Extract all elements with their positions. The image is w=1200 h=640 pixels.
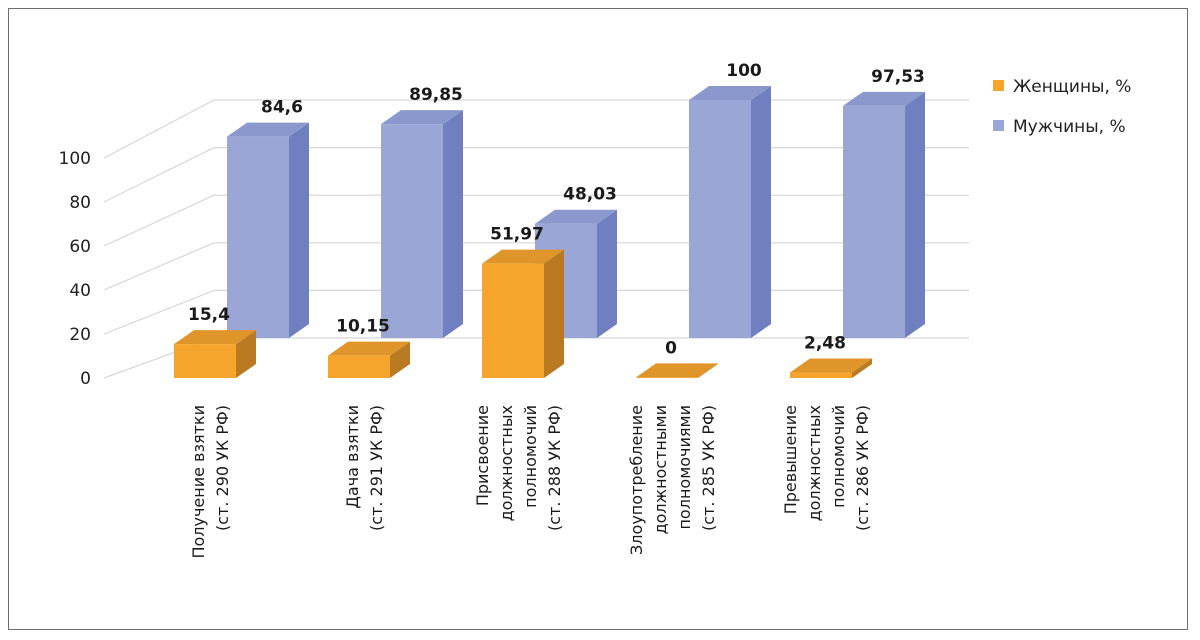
gridline-diagonal: [103, 147, 215, 203]
category-label: Превышение: [781, 405, 800, 514]
category-label: (ст. 285 УК РФ): [699, 405, 718, 531]
category-label: должностными: [651, 405, 670, 534]
y-tick-label: 20: [69, 325, 91, 345]
men-bar-side: [597, 209, 617, 338]
men-bar: [535, 209, 617, 338]
y-tick-label: 100: [59, 149, 91, 169]
men-bar-top: [689, 86, 771, 100]
men-bar-side: [289, 122, 309, 338]
men-bar-front: [843, 105, 905, 338]
gridline-diagonal: [103, 99, 215, 159]
men-series-bars: [227, 86, 925, 338]
men-data-label: 84,6: [261, 98, 303, 118]
men-bar-top: [381, 110, 463, 125]
men-data-label: 48,03: [563, 185, 617, 205]
gridline-diagonal: [103, 289, 215, 335]
men-bar-top: [227, 122, 309, 137]
men-bar: [227, 122, 309, 338]
legend-swatch-men: [993, 120, 1004, 131]
category-label: полномочий: [521, 405, 540, 508]
women-bar-side: [698, 363, 718, 378]
women-bar-top: [328, 341, 410, 356]
women-bar-side: [236, 330, 256, 378]
gridline-diagonal: [103, 242, 215, 291]
category-label: Получение взятки: [189, 405, 208, 559]
category-label: Злоупотребление: [627, 405, 646, 555]
y-axis-tick-labels: 0 20 40 60 80 100: [59, 149, 91, 389]
category-label: Присвоение: [473, 405, 492, 506]
women-bar-front: [174, 344, 236, 378]
women-bar: [328, 341, 410, 378]
category-label: должностных: [497, 405, 516, 521]
legend-label-women: Женщины, %: [1013, 77, 1131, 97]
y-tick-label: 60: [69, 237, 91, 257]
women-bar: [174, 330, 256, 378]
men-data-label: 89,85: [409, 85, 463, 105]
women-bar-front: [790, 372, 852, 378]
y-tick-label: 80: [69, 193, 91, 213]
men-bar-front: [381, 124, 443, 338]
men-bar: [381, 110, 463, 338]
men-bar: [843, 91, 925, 338]
women-bar-front: [328, 355, 390, 378]
women-bar-side: [544, 249, 564, 378]
women-bar-top: [636, 363, 718, 378]
chart-svg: 0 20 40 60 80 100 84,6 15,4 89,85 10,15 48,03 51,9…: [59, 61, 1132, 559]
women-data-label: 2,48: [804, 334, 846, 354]
women-bar: [636, 363, 718, 378]
women-series-bars: [174, 249, 872, 378]
men-bar-side: [905, 91, 925, 338]
legend: Женщины, % Мужчины, %: [993, 77, 1131, 137]
legend-swatch-women: [993, 80, 1004, 91]
men-bar: [689, 86, 771, 338]
women-bar-top: [482, 249, 564, 264]
category-label: (ст. 290 УК РФ): [213, 405, 232, 531]
women-data-label: 15,4: [188, 305, 230, 325]
category-label: (ст. 286 УК РФ): [853, 405, 872, 531]
women-data-label: 10,15: [336, 317, 390, 337]
men-bar-top: [843, 91, 925, 106]
category-label: полномочий: [829, 405, 848, 508]
women-data-label: 0: [665, 338, 677, 358]
category-label: должностных: [805, 405, 824, 521]
men-bar-front: [227, 136, 289, 338]
women-bar-side: [390, 341, 410, 378]
women-bar: [482, 249, 564, 378]
chart-frame: 0 20 40 60 80 100 84,6 15,4 89,85 10,15 48,03 51,9…: [8, 8, 1188, 630]
women-bar-side: [852, 358, 872, 378]
data-labels: 84,6 15,4 89,85 10,15 48,03 51,97 100 0 97,53 2,4…: [188, 61, 925, 358]
women-bar: [790, 358, 872, 378]
men-bar-side: [751, 86, 771, 338]
category-labels: Получение взятки (ст. 290 УК РФ) Дача взят…: [189, 405, 872, 559]
men-bar-side: [443, 110, 463, 338]
category-label: (ст. 288 УК РФ): [545, 405, 564, 531]
y-tick-label: 0: [80, 369, 91, 389]
legend-label-men: Мужчины, %: [1013, 117, 1126, 137]
men-data-label: 100: [726, 61, 762, 81]
women-bar-front: [482, 263, 544, 378]
women-bar-top: [790, 358, 872, 373]
category-label: полномочиями: [675, 405, 694, 530]
women-bar-top: [174, 330, 256, 345]
men-bar-top: [535, 209, 617, 224]
gridline-diagonal: [103, 194, 215, 247]
category-label: Дача взятки: [343, 405, 362, 509]
men-data-label: 97,53: [871, 67, 925, 87]
men-bar-front: [689, 100, 751, 338]
y-tick-label: 40: [69, 281, 91, 301]
women-bar-front: [636, 377, 698, 378]
women-data-label: 51,97: [490, 225, 544, 245]
category-label: (ст. 291 УК РФ): [367, 405, 386, 531]
